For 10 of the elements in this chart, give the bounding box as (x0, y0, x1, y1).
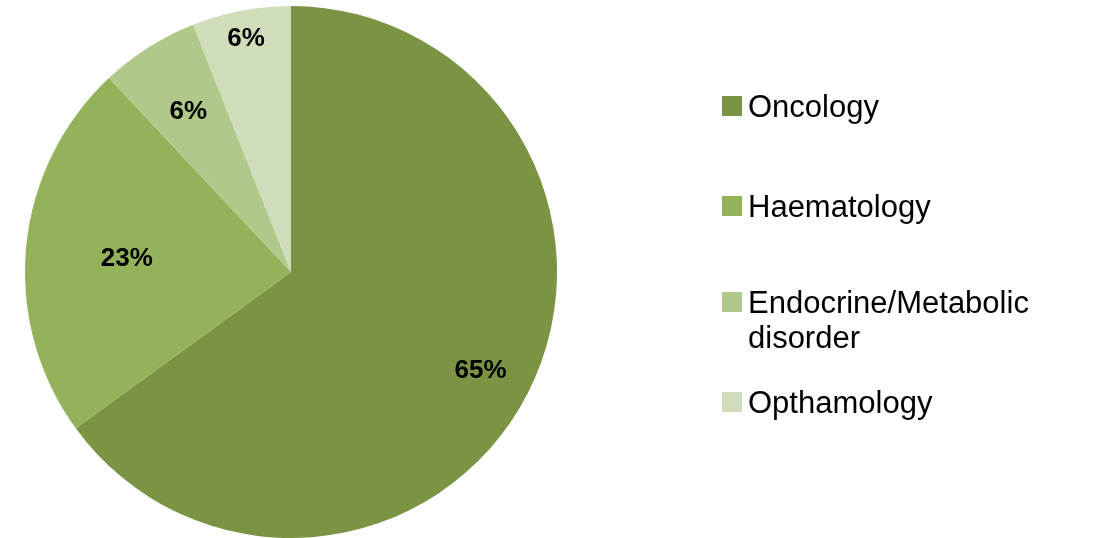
data-label: 6% (227, 21, 265, 52)
legend-label: Opthamology (748, 384, 933, 420)
legend-label: Haematology (748, 188, 932, 224)
data-label: 6% (169, 95, 208, 126)
legend-label: Oncology (748, 88, 880, 124)
pie-slice (25, 78, 291, 429)
data-label: 23% (100, 241, 153, 272)
pie-slice (75, 6, 557, 538)
legend-label: Endocrine/Metabolic disorder (748, 284, 1029, 356)
data-label: 65% (454, 353, 507, 384)
